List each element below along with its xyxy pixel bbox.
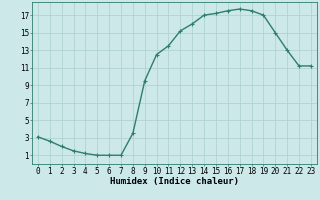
- X-axis label: Humidex (Indice chaleur): Humidex (Indice chaleur): [110, 177, 239, 186]
